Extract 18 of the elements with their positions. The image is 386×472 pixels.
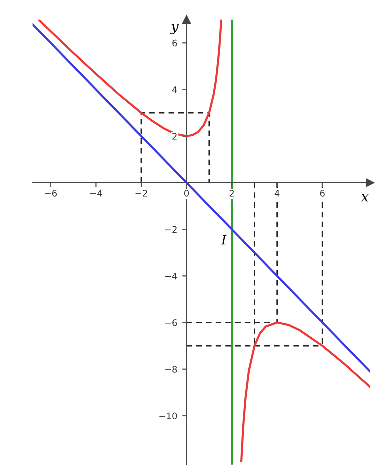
x-tick-label: −4	[90, 190, 102, 197]
y-axis-title: y	[170, 24, 179, 34]
y-tick-label: −8	[165, 366, 178, 373]
y-tick-label: 6	[172, 40, 178, 47]
y-tick-label: −4	[165, 273, 178, 280]
x-tick-label: 2	[230, 190, 234, 197]
x-tick-label: −6	[45, 190, 58, 197]
x-tick-label: 0	[184, 190, 190, 197]
x-tick-label: −2	[136, 190, 148, 197]
y-tick-label: 2	[172, 133, 177, 140]
y-tick-label: 4	[172, 86, 178, 94]
y-tick-label: −2	[165, 226, 177, 233]
annotation: I	[221, 235, 227, 245]
y-tick-label: −6	[165, 320, 178, 326]
x-tick-label: 6	[320, 190, 325, 197]
x-axis-title: x	[361, 194, 369, 202]
y-tick-label: −10	[160, 412, 178, 420]
x-tick-label: 4	[274, 190, 280, 197]
